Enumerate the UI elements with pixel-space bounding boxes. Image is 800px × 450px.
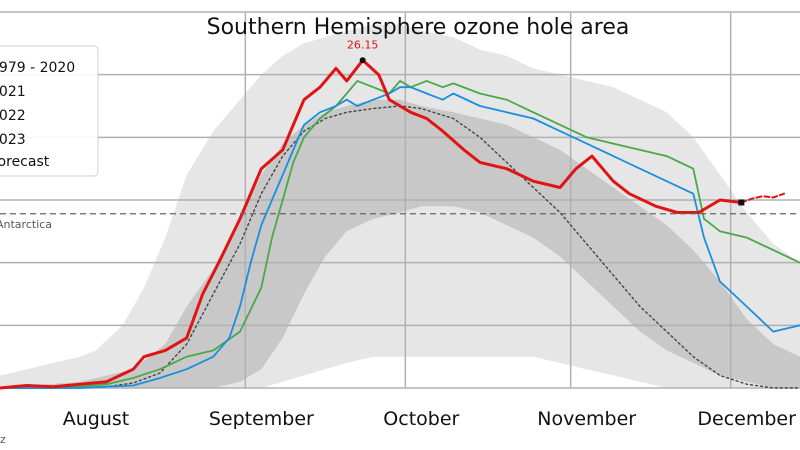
x-tick-label-september: September (209, 408, 314, 430)
latest-value-marker (738, 199, 745, 206)
legend-entry-2021: 2021 (0, 84, 26, 100)
annotations: 26.15 (347, 38, 745, 206)
peak-label: 26.15 (347, 38, 379, 51)
legend-entry-forecast: Forecast (0, 154, 50, 170)
gridlines (0, 11, 800, 389)
series-line-2023 (0, 58, 743, 390)
peak-marker (359, 57, 366, 64)
series-line-2022 (0, 86, 800, 389)
legend-entry-1979-2020: 1979 - 2020 (0, 60, 75, 76)
reference-line-group: Antarctica (0, 213, 800, 231)
legend-entry-2022: 2022 (0, 108, 26, 124)
x-tick-label-august: August (63, 408, 130, 430)
reference-line-label: Antarctica (0, 218, 52, 231)
x-axis-ticks: August September October November December (63, 408, 796, 430)
legend-box (0, 45, 99, 177)
series-line-forecast (740, 192, 785, 204)
chart-title: Southern Hemisphere ozone hole area (207, 15, 630, 40)
series-lines (0, 58, 800, 390)
x-tick-label-december: December (697, 408, 796, 430)
footer-text: z (0, 433, 6, 446)
series-line-1979-2020 (0, 105, 800, 389)
range-band-1 (0, 99, 800, 388)
range-bands (0, 24, 800, 388)
x-tick-label-october: October (383, 408, 459, 430)
x-tick-label-november: November (537, 408, 636, 430)
